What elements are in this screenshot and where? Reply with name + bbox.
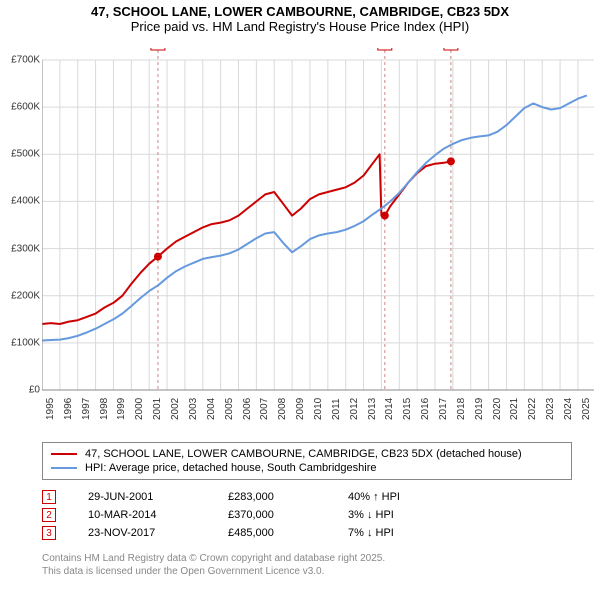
legend-label-property: 47, SCHOOL LANE, LOWER CAMBOURNE, CAMBRI… (85, 448, 522, 460)
x-tick-label: 2012 (349, 398, 360, 420)
legend-swatch-hpi (51, 467, 77, 469)
sale-price-3: £485,000 (228, 527, 348, 539)
legend-swatch-property (51, 453, 77, 455)
title-subtitle: Price paid vs. HM Land Registry's House … (10, 19, 590, 34)
sale-price-1: £283,000 (228, 491, 348, 503)
svg-text:1: 1 (155, 48, 161, 50)
x-tick-label: 2002 (170, 398, 181, 420)
x-tick-label: 2008 (277, 398, 288, 420)
x-tick-label: 2024 (563, 398, 574, 420)
y-tick-label: £0 (0, 385, 40, 396)
x-tick-label: 2000 (134, 398, 145, 420)
x-tick-label: 2025 (581, 398, 592, 420)
legend-item-property: 47, SCHOOL LANE, LOWER CAMBOURNE, CAMBRI… (51, 447, 563, 461)
x-tick-label: 1998 (99, 398, 110, 420)
x-tick-label: 2006 (242, 398, 253, 420)
x-tick-label: 2015 (402, 398, 413, 420)
x-tick-label: 1996 (63, 398, 74, 420)
x-tick-label: 2005 (224, 398, 235, 420)
chart-svg: 1 2 3 (42, 48, 594, 418)
x-tick-label: 2010 (313, 398, 324, 420)
footer-line2: This data is licensed under the Open Gov… (42, 565, 572, 578)
sale-date-2: 10-MAR-2014 (88, 509, 228, 521)
x-tick-label: 2016 (420, 398, 431, 420)
legend-box: 47, SCHOOL LANE, LOWER CAMBOURNE, CAMBRI… (42, 442, 572, 480)
sale-marker-2: 2 (42, 508, 56, 522)
legend-item-hpi: HPI: Average price, detached house, Sout… (51, 461, 563, 475)
svg-text:2: 2 (382, 48, 388, 50)
y-tick-label: £200K (0, 290, 40, 301)
sale-delta-3: 7% ↓ HPI (348, 527, 468, 539)
x-tick-label: 2018 (456, 398, 467, 420)
footer-line1: Contains HM Land Registry data © Crown c… (42, 552, 572, 565)
chart-container: 47, SCHOOL LANE, LOWER CAMBOURNE, CAMBRI… (0, 0, 600, 590)
x-tick-label: 2014 (384, 398, 395, 420)
sale-delta-2: 3% ↓ HPI (348, 509, 468, 521)
sale-date-3: 23-NOV-2017 (88, 527, 228, 539)
x-tick-label: 2021 (509, 398, 520, 420)
x-tick-label: 2022 (527, 398, 538, 420)
legend-label-hpi: HPI: Average price, detached house, Sout… (85, 462, 376, 474)
y-tick-label: £300K (0, 243, 40, 254)
x-tick-label: 2003 (188, 398, 199, 420)
x-tick-label: 2004 (206, 398, 217, 420)
sale-marker-3: 3 (42, 526, 56, 540)
chart-area: 1 2 3 (42, 48, 594, 418)
x-tick-label: 2001 (152, 398, 163, 420)
sale-row-2: 2 10-MAR-2014 £370,000 3% ↓ HPI (42, 506, 572, 524)
x-tick-label: 2023 (545, 398, 556, 420)
y-tick-label: £700K (0, 55, 40, 66)
y-tick-label: £400K (0, 196, 40, 207)
sale-row-3: 3 23-NOV-2017 £485,000 7% ↓ HPI (42, 524, 572, 542)
sale-row-1: 1 29-JUN-2001 £283,000 40% ↑ HPI (42, 488, 572, 506)
sale-date-1: 29-JUN-2001 (88, 491, 228, 503)
x-tick-label: 2013 (367, 398, 378, 420)
x-tick-label: 2017 (438, 398, 449, 420)
x-tick-label: 2020 (492, 398, 503, 420)
x-tick-label: 2019 (474, 398, 485, 420)
sales-block: 1 29-JUN-2001 £283,000 40% ↑ HPI 2 10-MA… (42, 488, 572, 542)
title-block: 47, SCHOOL LANE, LOWER CAMBOURNE, CAMBRI… (0, 0, 600, 36)
title-address: 47, SCHOOL LANE, LOWER CAMBOURNE, CAMBRI… (10, 4, 590, 19)
footer-block: Contains HM Land Registry data © Crown c… (42, 552, 572, 578)
x-tick-label: 1999 (116, 398, 127, 420)
x-tick-label: 1997 (81, 398, 92, 420)
x-tick-label: 1995 (45, 398, 56, 420)
sale-marker-1: 1 (42, 490, 56, 504)
y-tick-label: £500K (0, 149, 40, 160)
sale-price-2: £370,000 (228, 509, 348, 521)
y-tick-label: £100K (0, 337, 40, 348)
svg-text:3: 3 (448, 48, 454, 50)
x-tick-label: 2007 (259, 398, 270, 420)
x-tick-label: 2009 (295, 398, 306, 420)
sale-delta-1: 40% ↑ HPI (348, 491, 468, 503)
y-tick-label: £600K (0, 102, 40, 113)
x-tick-label: 2011 (331, 398, 342, 420)
